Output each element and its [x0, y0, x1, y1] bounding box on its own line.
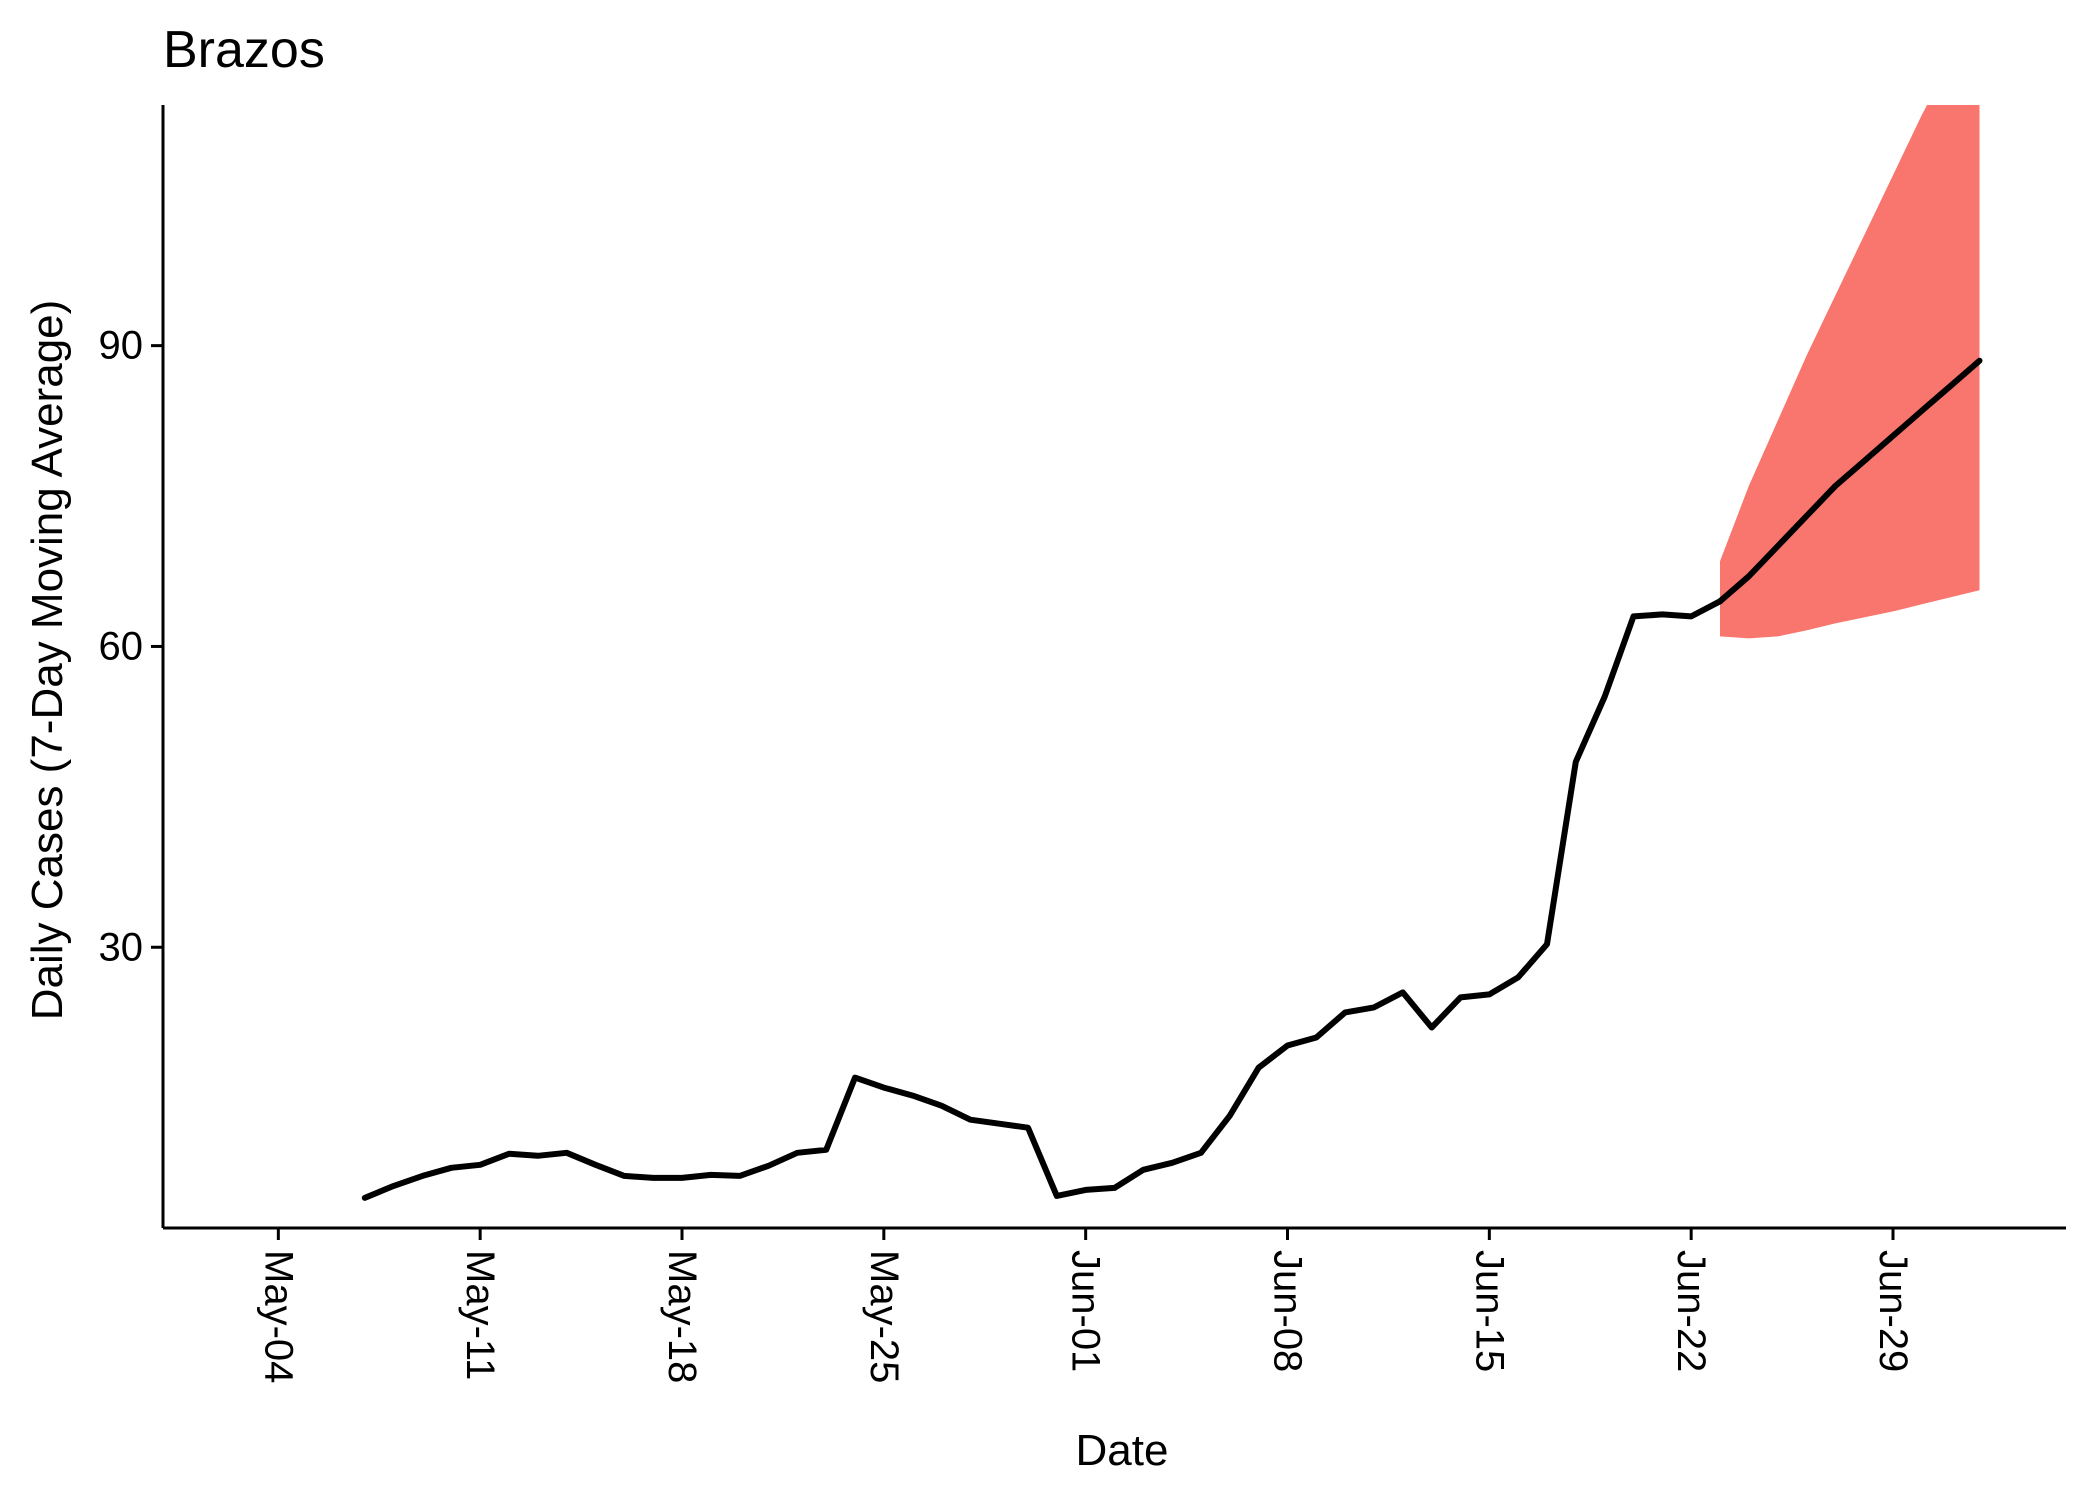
y-tick-label: 90: [99, 324, 144, 368]
x-tick-label: Jun-08: [1266, 1250, 1310, 1372]
y-axis-title: Daily Cases (7-Day Moving Average): [23, 300, 72, 1021]
x-tick-label: Jun-15: [1467, 1250, 1511, 1372]
plot-area: [361, 105, 1983, 1201]
forecast-line: [1717, 357, 1983, 605]
observed-line: [361, 598, 1723, 1201]
x-tick-label: Jun-29: [1871, 1250, 1915, 1372]
y-axis-ticks: 30 60 90: [99, 324, 163, 969]
forecast-band: [1720, 105, 1980, 639]
y-tick-label: 60: [99, 624, 144, 668]
y-tick-label: 30: [99, 925, 144, 969]
chart-title: Brazos: [163, 21, 325, 79]
x-tick-label: May-11: [458, 1250, 502, 1380]
x-tick-label: May-25: [862, 1250, 906, 1383]
x-axis-title: Date: [1076, 1426, 1169, 1475]
x-tick-label: May-04: [256, 1250, 300, 1383]
x-tick-label: Jun-01: [1064, 1250, 1108, 1372]
x-axis-ticks: May-04 May-11 May-18 May-25 Jun-01 Jun-08 Jun-…: [256, 1228, 1915, 1383]
x-tick-label: May-18: [660, 1250, 704, 1383]
axes: [161, 105, 2066, 1230]
x-tick-label: Jun-22: [1669, 1250, 1713, 1372]
